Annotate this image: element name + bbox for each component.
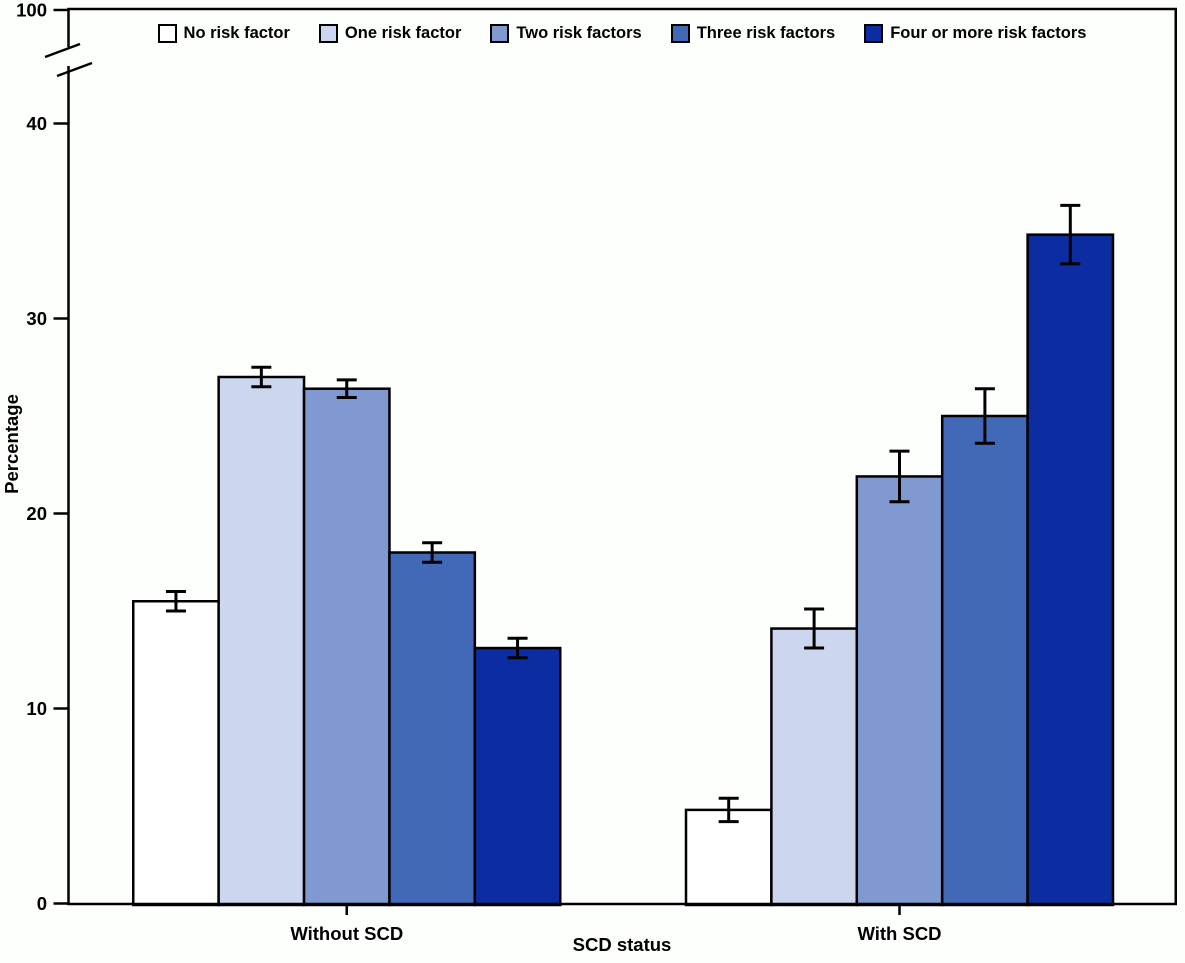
legend-item-four-or-more-risk-factors: Four or more risk factors xyxy=(864,24,1086,43)
y-tick-label-20: 20 xyxy=(26,503,47,524)
y-tick-label-30: 30 xyxy=(26,308,47,329)
y-tick-label-40: 40 xyxy=(26,113,47,134)
legend-swatch-icon xyxy=(157,24,177,43)
bar-with-scd-four-or-more-risk-factors xyxy=(1026,233,1115,907)
legend-label: Four or more risk factors xyxy=(890,24,1087,42)
y-tick-label-100: 100 xyxy=(16,0,47,21)
legend-item-one-risk-factor: One risk factor xyxy=(318,24,462,43)
x-tick-label-without-scd: Without SCD xyxy=(290,923,403,944)
bar-without-scd-four-or-more-risk-factors xyxy=(473,646,562,907)
error-bar-with-scd-two-risk-factors xyxy=(889,449,910,504)
error-bar-without-scd-three-risk-factors xyxy=(422,541,443,564)
legend-item-two-risk-factors: Two risk factors xyxy=(490,24,642,43)
legend-label: Two risk factors xyxy=(516,24,642,42)
legend-item-no-risk-factor: No risk factor xyxy=(157,24,290,43)
plot-frame xyxy=(44,7,1177,906)
bar-with-scd-three-risk-factors xyxy=(940,414,1029,907)
bar-without-scd-no-risk-factor xyxy=(132,600,220,907)
y-axis-break-icon xyxy=(56,61,93,78)
error-bar-without-scd-no-risk-factor xyxy=(165,590,186,613)
legend: No risk factor One risk factor Two risk fa… xyxy=(68,24,1176,43)
x-tick-label-with-scd: With SCD xyxy=(857,923,941,944)
axis-ticks-layer: 0 10 20 30 40 100 Without SCD With SCD xyxy=(16,0,941,944)
error-bar-without-scd-one-risk-factor xyxy=(251,365,272,389)
legend-label: Three risk factors xyxy=(696,24,836,42)
error-bar-with-scd-one-risk-factor xyxy=(804,607,825,650)
legend-label: One risk factor xyxy=(344,24,462,42)
error-bar-with-scd-no-risk-factor xyxy=(718,796,739,824)
x-axis-title: SCD status xyxy=(573,934,672,955)
error-bar-with-scd-four-or-more-risk-factors xyxy=(1060,203,1081,266)
error-bars-layer xyxy=(165,203,1081,824)
y-tick-label-0: 0 xyxy=(37,893,47,914)
error-bar-without-scd-four-or-more-risk-factors xyxy=(507,636,528,660)
bars-layer xyxy=(132,233,1115,907)
bar-with-scd-no-risk-factor xyxy=(684,808,773,907)
y-axis-break-icon xyxy=(44,42,81,59)
error-bar-without-scd-two-risk-factors xyxy=(336,378,357,399)
bar-with-scd-two-risk-factors xyxy=(855,475,944,907)
legend-label: No risk factor xyxy=(183,24,290,42)
y-axis-title: Percentage xyxy=(1,394,22,494)
bar-without-scd-two-risk-factors xyxy=(302,387,391,907)
bar-without-scd-one-risk-factor xyxy=(217,375,306,907)
bar-with-scd-one-risk-factor xyxy=(770,627,859,907)
y-tick-label-10: 10 xyxy=(26,698,47,719)
legend-item-three-risk-factors: Three risk factors xyxy=(670,24,836,43)
legend-swatch-icon xyxy=(318,24,338,43)
legend-swatch-icon xyxy=(670,24,690,43)
legend-swatch-icon xyxy=(864,24,884,43)
error-bar-with-scd-three-risk-factors xyxy=(974,387,995,445)
legend-swatch-icon xyxy=(490,24,510,43)
bar-without-scd-three-risk-factors xyxy=(388,551,477,907)
